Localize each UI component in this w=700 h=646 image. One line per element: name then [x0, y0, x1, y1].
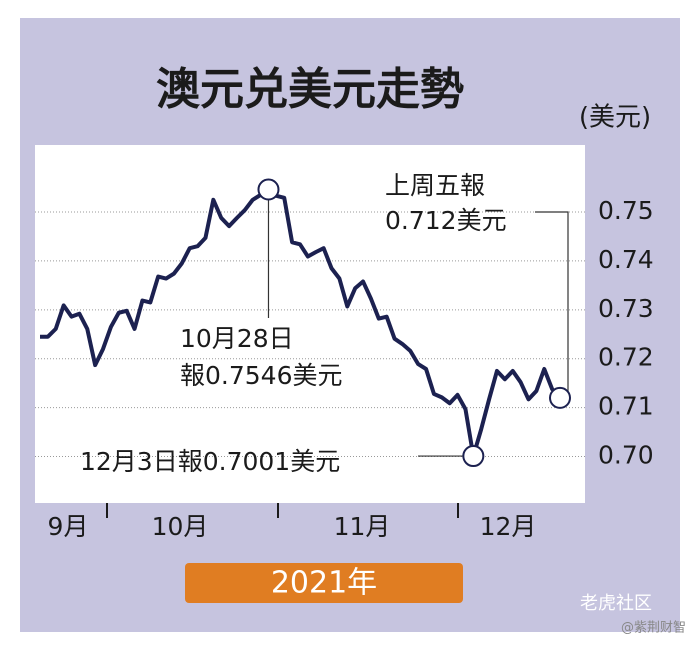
annotation: 上周五報: [385, 171, 485, 200]
annotation: 0.712美元: [385, 206, 507, 235]
annotation: 10月28日: [180, 324, 294, 353]
x-tick-label: 9月: [48, 512, 89, 541]
y-tick-label: 0.73: [598, 294, 654, 323]
point-marker: [549, 386, 571, 409]
year-bar: [185, 563, 463, 603]
watermark: @紫荆财智: [621, 620, 686, 636]
x-tick-label: 11月: [334, 512, 391, 541]
point-marker: [257, 178, 280, 201]
watermark: 老虎社区: [580, 593, 652, 614]
annotation: 12月3日報0.7001美元: [80, 447, 340, 476]
y-tick-label: 0.70: [598, 441, 654, 470]
y-tick-label: 0.72: [598, 343, 654, 372]
annotation: 報0.7546美元: [180, 361, 342, 390]
y-tick-label: 0.74: [598, 245, 654, 274]
year-label: 2021年: [271, 566, 377, 601]
leader-line: [535, 211, 569, 398]
x-tick-label: 12月: [480, 512, 537, 541]
y-axis-label: (美元): [579, 103, 651, 133]
chart-title: 澳元兑美元走勢: [156, 64, 464, 115]
point-marker: [462, 445, 485, 468]
y-tick-label: 0.71: [598, 392, 654, 421]
plot-area: [35, 145, 585, 503]
y-tick-label: 0.75: [598, 196, 654, 225]
x-tick-label: 10月: [152, 512, 209, 541]
